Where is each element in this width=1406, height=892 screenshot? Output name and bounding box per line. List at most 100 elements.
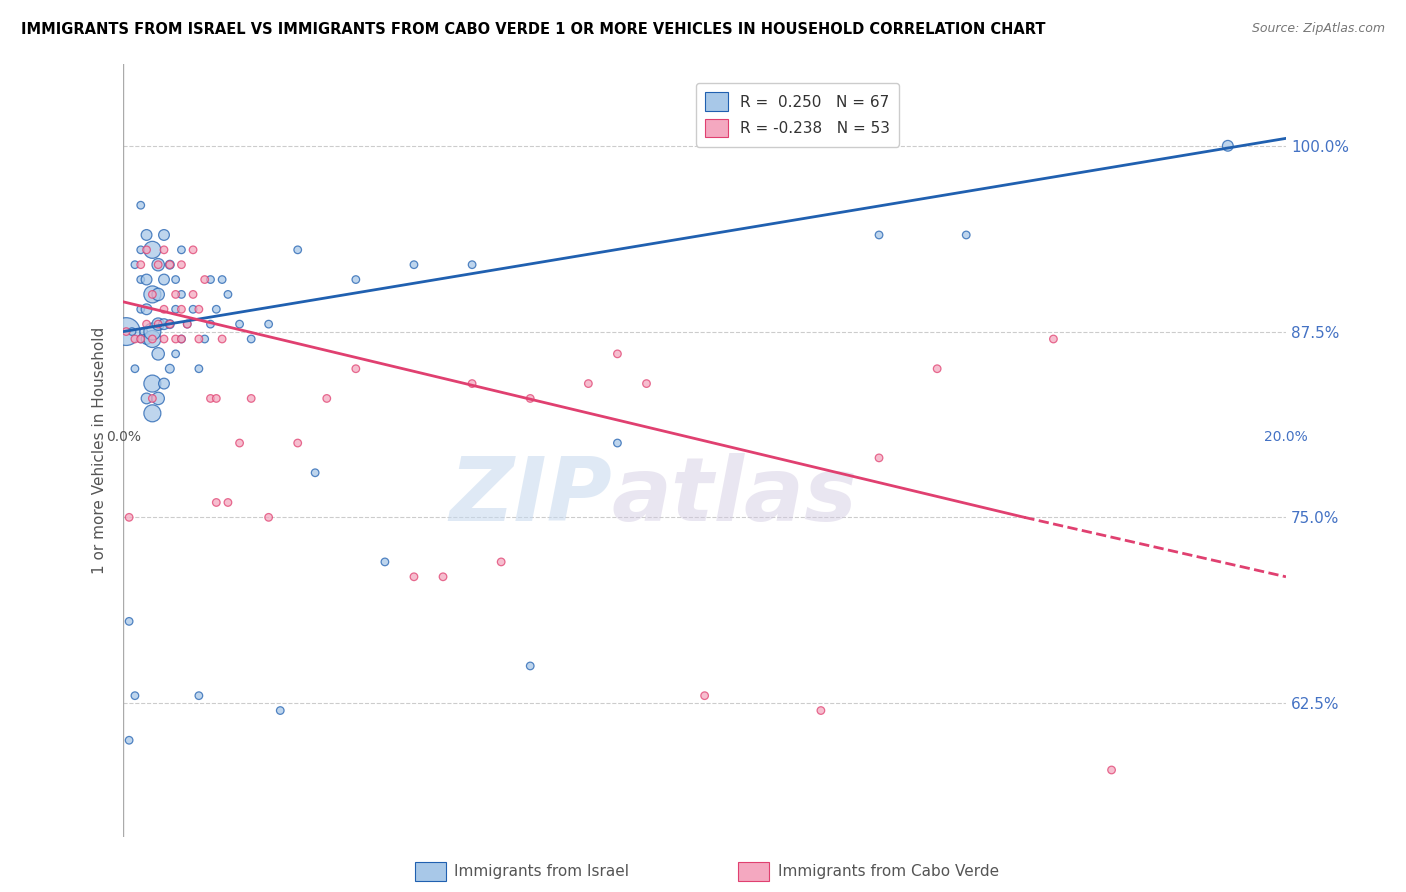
Point xyxy=(344,361,367,376)
Text: IMMIGRANTS FROM ISRAEL VS IMMIGRANTS FROM CABO VERDE 1 OR MORE VEHICLES IN HOUSE: IMMIGRANTS FROM ISRAEL VS IMMIGRANTS FRO… xyxy=(21,22,1046,37)
Point xyxy=(153,376,176,391)
Point xyxy=(135,243,157,257)
Point xyxy=(121,325,143,339)
Point xyxy=(141,287,163,301)
Point xyxy=(159,317,181,331)
Point xyxy=(868,227,890,242)
Point xyxy=(170,332,193,346)
Point xyxy=(148,392,170,406)
Point xyxy=(159,258,181,272)
Point xyxy=(124,258,146,272)
Text: Immigrants from Cabo Verde: Immigrants from Cabo Verde xyxy=(778,864,998,879)
Point xyxy=(153,317,176,331)
Point xyxy=(141,406,163,420)
Point xyxy=(927,361,949,376)
Point xyxy=(205,392,228,406)
Text: 0.0%: 0.0% xyxy=(105,430,141,443)
Point xyxy=(489,555,512,569)
Point xyxy=(141,243,163,257)
Point xyxy=(181,287,204,301)
Point xyxy=(257,317,280,331)
Point xyxy=(187,302,209,317)
Point xyxy=(159,317,181,331)
Point xyxy=(129,272,152,286)
Point xyxy=(1101,763,1123,777)
Point xyxy=(217,495,239,509)
Point xyxy=(205,495,228,509)
Point xyxy=(129,258,152,272)
Point xyxy=(1042,332,1064,346)
Point xyxy=(211,332,233,346)
Point xyxy=(115,325,138,339)
Point xyxy=(211,272,233,286)
Point xyxy=(132,325,155,339)
Point xyxy=(170,287,193,301)
Point xyxy=(176,317,198,331)
Point xyxy=(165,302,187,317)
Point xyxy=(153,272,176,286)
Point xyxy=(228,436,250,450)
Point xyxy=(141,332,163,346)
Point xyxy=(165,272,187,286)
Point xyxy=(955,227,977,242)
Point xyxy=(200,272,222,286)
Point xyxy=(402,570,425,584)
Point xyxy=(170,302,193,317)
Point xyxy=(228,317,250,331)
Point xyxy=(148,258,170,272)
Point xyxy=(129,302,152,317)
Point xyxy=(129,243,152,257)
Y-axis label: 1 or more Vehicles in Household: 1 or more Vehicles in Household xyxy=(93,326,107,574)
Point xyxy=(148,258,170,272)
Point xyxy=(269,704,291,718)
Point xyxy=(135,317,157,331)
Point xyxy=(287,243,309,257)
Text: Source: ZipAtlas.com: Source: ZipAtlas.com xyxy=(1251,22,1385,36)
Point xyxy=(519,659,541,673)
Point xyxy=(200,392,222,406)
Point xyxy=(606,436,628,450)
Point xyxy=(141,376,163,391)
Point xyxy=(170,332,193,346)
Point xyxy=(159,361,181,376)
Point xyxy=(217,287,239,301)
Point xyxy=(124,361,146,376)
Point xyxy=(240,392,263,406)
Point xyxy=(461,376,484,391)
Point xyxy=(176,317,198,331)
Point xyxy=(1216,138,1239,153)
Point xyxy=(402,258,425,272)
Point xyxy=(148,317,170,331)
Point xyxy=(374,555,396,569)
Point xyxy=(118,510,141,524)
Point xyxy=(124,332,146,346)
Point xyxy=(153,332,176,346)
Point xyxy=(187,332,209,346)
Point xyxy=(165,287,187,301)
Point xyxy=(205,302,228,317)
Point xyxy=(181,302,204,317)
Point xyxy=(141,392,163,406)
Point xyxy=(187,689,209,703)
Point xyxy=(636,376,658,391)
Point xyxy=(181,243,204,257)
Point xyxy=(148,287,170,301)
Legend: R =  0.250   N = 67, R = -0.238   N = 53: R = 0.250 N = 67, R = -0.238 N = 53 xyxy=(696,83,900,146)
Point xyxy=(170,258,193,272)
Point xyxy=(693,689,716,703)
Point xyxy=(135,272,157,286)
Point xyxy=(153,243,176,257)
Point xyxy=(257,510,280,524)
Point xyxy=(135,392,157,406)
Point xyxy=(129,332,152,346)
Point xyxy=(194,272,217,286)
Text: 20.0%: 20.0% xyxy=(1264,430,1308,443)
Point xyxy=(194,332,217,346)
Point xyxy=(432,570,454,584)
Point xyxy=(344,272,367,286)
Point xyxy=(304,466,326,480)
Point xyxy=(148,317,170,331)
Point xyxy=(135,227,157,242)
Point xyxy=(810,704,832,718)
Point xyxy=(124,689,146,703)
